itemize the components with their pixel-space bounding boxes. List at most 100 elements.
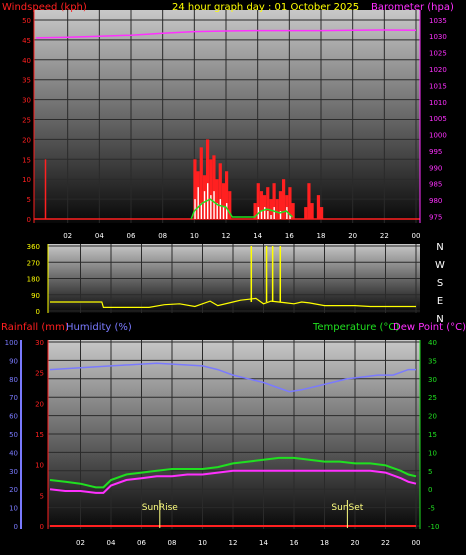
average-wind-line: [190, 198, 294, 220]
humidity-tick-label: 50: [9, 431, 18, 439]
windspeed-bar: [272, 183, 276, 219]
compass-label: N: [436, 314, 443, 325]
x-tick-label: 22: [381, 539, 390, 547]
temperature-tick-label: 40: [428, 339, 437, 347]
windspeed-bar: [206, 139, 210, 219]
barometer-tick-label: 995: [429, 148, 442, 156]
rainfall-tick-label: 10: [35, 462, 44, 470]
humidity-tick-label: 70: [9, 394, 18, 402]
x-tick-label: 16: [290, 539, 299, 547]
compass-label: E: [437, 296, 443, 307]
direction-tick-label: 270: [27, 259, 40, 267]
windspeed-bar: [218, 163, 222, 219]
windspeed-bar: [212, 155, 216, 219]
x-tick-label: 14: [253, 232, 262, 240]
sunrise-label: SunRise: [142, 503, 179, 513]
windspeed-tick-label: 15: [22, 156, 31, 164]
compass-label: W: [435, 260, 445, 271]
temp-panel-marks: [49, 362, 417, 527]
windspeed-tick-label: 30: [22, 97, 31, 105]
rainfall-tick-label: 30: [35, 339, 44, 347]
rainfall-axis-label: Rainfall (mm): [1, 322, 69, 333]
windspeed-tick-label: 40: [22, 57, 31, 65]
x-tick-label: 00: [412, 232, 421, 240]
temperature-tick-label: -10: [428, 523, 439, 531]
x-tick-label: 08: [158, 232, 167, 240]
humidity-tick-label: 0: [14, 523, 18, 531]
windspeed-bar: [199, 147, 203, 219]
barometer-tick-label: 980: [429, 197, 442, 205]
barometer-tick-label: 1005: [429, 115, 447, 123]
windspeed-bar: [209, 159, 213, 219]
temperature-tick-label: 35: [428, 357, 437, 365]
rainfall-tick-label: 20: [35, 400, 44, 408]
barometer-tick-label: 1000: [429, 132, 447, 140]
windspeed-bar: [221, 183, 226, 219]
x-tick-label: 00: [412, 539, 421, 547]
barometer-tick-label: 1010: [429, 99, 447, 107]
barometer-tick-label: 1030: [429, 33, 447, 41]
windspeed-bar: [316, 195, 321, 219]
x-tick-label: 16: [285, 232, 294, 240]
dewpoint-axis-label: Dew Point (°C): [393, 322, 466, 333]
gust-bar: [226, 203, 228, 219]
humidity-tick-label: 10: [9, 505, 18, 513]
direction-tick-label: 90: [31, 292, 40, 300]
x-tick-label: 22: [380, 232, 389, 240]
barometer-axis-label: Barometer (hpa): [371, 2, 454, 13]
gust-bar: [213, 191, 215, 219]
windspeed-tick-label: 35: [22, 77, 31, 85]
windspeed-bar: [253, 203, 257, 219]
humidity-tick-label: 80: [9, 376, 18, 384]
gust-bar: [197, 187, 199, 219]
wind-panel-axes: 0510152025303540455097598098599099510001…: [22, 10, 447, 240]
windspeed-tick-label: 10: [22, 176, 31, 184]
windspeed-bar: [278, 191, 283, 219]
rainfall-tick-label: 5: [40, 492, 44, 500]
x-tick-label: 02: [63, 232, 72, 240]
sunset-label: SunSet: [331, 503, 363, 513]
gust-bar: [267, 211, 269, 219]
x-tick-label: 10: [190, 232, 199, 240]
windspeed-bar: [307, 183, 311, 219]
windspeed-bar: [288, 187, 292, 219]
x-tick-label: 12: [222, 232, 231, 240]
temperature-tick-label: 25: [428, 394, 437, 402]
dewpoint-line: [49, 469, 417, 494]
x-tick-label: 02: [76, 539, 85, 547]
x-tick-label: 04: [107, 539, 116, 547]
compass-label: S: [437, 278, 443, 289]
barometer-line: [35, 29, 417, 39]
windspeed-tick-label: 50: [22, 17, 31, 25]
gust-bar: [260, 211, 263, 219]
windspeed-bar: [228, 191, 232, 219]
direction-tick-label: 360: [27, 243, 40, 251]
x-tick-label: 12: [229, 539, 238, 547]
x-tick-label: 08: [168, 539, 177, 547]
gust-bar: [222, 207, 225, 219]
barometer-tick-label: 1020: [429, 66, 447, 74]
windspeed-bar: [215, 179, 219, 219]
temperature-tick-label: 30: [428, 376, 437, 384]
graph-title: 24 hour graph day : 01 October 2025: [172, 2, 359, 13]
gust-bar: [200, 203, 203, 219]
windspeed-bar: [256, 183, 260, 219]
windspeed-bar: [304, 207, 308, 219]
gust-bar: [279, 211, 282, 219]
gust-bar: [270, 215, 272, 219]
compass-label: N: [436, 242, 443, 253]
barometer-tick-label: 1025: [429, 50, 447, 58]
windspeed-bar: [225, 171, 229, 219]
humidity-axis-label: Humidity (%): [66, 322, 132, 333]
humidity-line: [49, 362, 416, 393]
windspeed-tick-label: 0: [27, 216, 31, 224]
humidity-tick-label: 20: [9, 486, 18, 494]
x-tick-label: 06: [127, 232, 136, 240]
temperature-tick-label: 5: [428, 468, 432, 476]
windspeed-tick-label: 45: [22, 37, 31, 45]
temperature-axis-label: Temperature (°C): [312, 322, 399, 333]
windspeed-bar: [310, 203, 314, 219]
windspeed-axis-label: Windspeed (kph): [2, 2, 87, 13]
windspeed-bar: [269, 199, 273, 219]
